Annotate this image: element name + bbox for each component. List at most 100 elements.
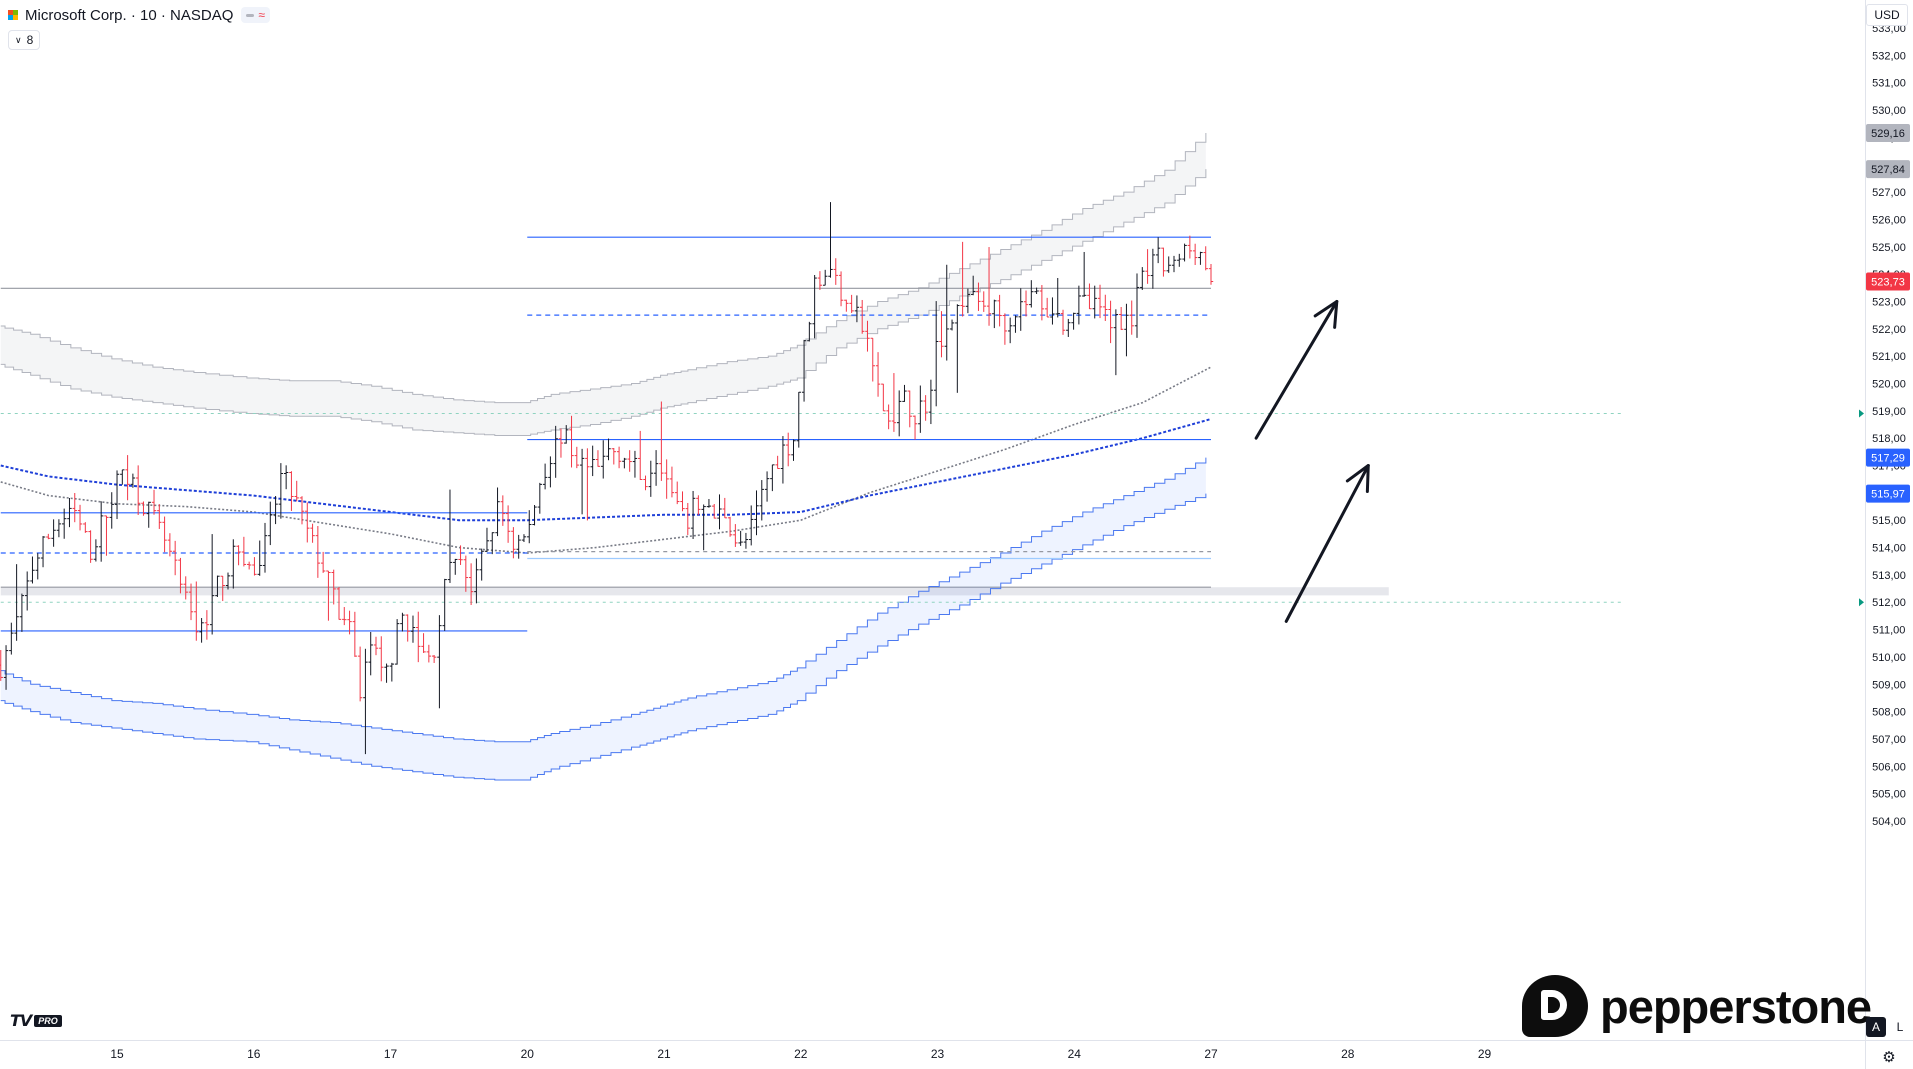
candle[interactable] <box>1161 247 1166 277</box>
candle[interactable] <box>622 457 627 469</box>
candle[interactable] <box>923 395 928 421</box>
candle[interactable] <box>886 404 891 430</box>
candle[interactable] <box>590 445 595 477</box>
candle[interactable] <box>786 432 791 467</box>
candle[interactable] <box>490 532 495 555</box>
candle[interactable] <box>283 465 289 490</box>
candle[interactable] <box>981 291 986 312</box>
candle[interactable] <box>722 497 727 519</box>
candle[interactable] <box>77 504 83 531</box>
log-scale-button[interactable]: L <box>1896 1020 1904 1034</box>
candle[interactable] <box>1182 243 1187 262</box>
candle[interactable] <box>579 448 585 515</box>
candle[interactable] <box>516 534 521 559</box>
arrow-up-icon[interactable] <box>1284 464 1370 623</box>
candle[interactable] <box>83 522 88 533</box>
candle[interactable] <box>1103 294 1108 322</box>
candle[interactable] <box>828 202 833 278</box>
candle[interactable] <box>997 294 1002 327</box>
candle[interactable] <box>336 586 342 620</box>
candle[interactable] <box>357 646 363 702</box>
candle[interactable] <box>542 463 548 490</box>
candle[interactable] <box>849 294 854 313</box>
candle[interactable] <box>225 572 231 590</box>
candle[interactable] <box>474 558 479 604</box>
candle[interactable] <box>162 516 167 553</box>
candle[interactable] <box>347 610 352 635</box>
candle[interactable] <box>151 489 157 515</box>
candle[interactable] <box>733 524 738 547</box>
candle[interactable] <box>1140 267 1145 290</box>
candle[interactable] <box>823 269 828 286</box>
candle[interactable] <box>838 271 844 307</box>
candle[interactable] <box>912 415 918 440</box>
candle[interactable] <box>437 615 442 709</box>
candle[interactable] <box>342 607 347 626</box>
candle[interactable] <box>262 522 268 573</box>
candle[interactable] <box>537 482 543 514</box>
candle[interactable] <box>56 519 62 538</box>
candle[interactable] <box>770 464 775 492</box>
candle[interactable] <box>1076 285 1082 325</box>
candle[interactable] <box>125 455 130 501</box>
candle[interactable] <box>326 570 331 621</box>
auto-scale-button[interactable]: A <box>1866 1017 1886 1037</box>
candle[interactable] <box>759 480 764 521</box>
candle[interactable] <box>680 491 685 512</box>
candle[interactable] <box>632 450 638 478</box>
candle[interactable] <box>46 533 51 540</box>
candle[interactable] <box>252 557 257 576</box>
candle[interactable] <box>141 501 146 516</box>
candle[interactable] <box>754 490 759 536</box>
candle[interactable] <box>19 593 25 632</box>
candle[interactable] <box>120 469 125 485</box>
candle[interactable] <box>780 436 786 484</box>
candle[interactable] <box>1166 256 1171 273</box>
candle[interactable] <box>532 505 537 526</box>
candle[interactable] <box>569 415 574 468</box>
candle[interactable] <box>1013 315 1018 333</box>
candle[interactable] <box>463 555 469 592</box>
candle[interactable] <box>40 536 46 568</box>
candle[interactable] <box>812 275 817 339</box>
candle[interactable] <box>215 575 220 597</box>
candle[interactable] <box>865 320 870 352</box>
candle[interactable] <box>1055 278 1060 318</box>
candle[interactable] <box>468 563 474 605</box>
candle[interactable] <box>1134 273 1140 338</box>
candle[interactable] <box>1129 300 1134 335</box>
candle[interactable] <box>178 557 183 594</box>
candle[interactable] <box>601 440 606 479</box>
candle[interactable] <box>833 258 838 285</box>
candle[interactable] <box>1198 251 1203 265</box>
candle[interactable] <box>1039 285 1045 321</box>
candle[interactable] <box>72 492 77 523</box>
candle[interactable] <box>616 446 622 469</box>
status-badge[interactable]: ≈ <box>241 7 270 23</box>
candle[interactable] <box>93 539 99 562</box>
candle[interactable] <box>1187 235 1193 259</box>
candle[interactable] <box>447 489 453 583</box>
candle[interactable] <box>738 530 743 546</box>
candle[interactable] <box>669 466 675 498</box>
candle[interactable] <box>685 502 690 536</box>
candle[interactable] <box>791 439 796 461</box>
candle[interactable] <box>574 446 580 469</box>
time-axis[interactable]: 15 16 17 20 21 22 23 24 27 28 29 <box>110 1047 1491 1061</box>
candle[interactable] <box>505 505 511 543</box>
candle[interactable] <box>648 460 654 497</box>
candle[interactable] <box>98 501 104 562</box>
candle[interactable] <box>194 581 199 641</box>
candle[interactable] <box>299 496 305 525</box>
candle[interactable] <box>294 480 299 502</box>
candle[interactable] <box>135 465 141 515</box>
candle[interactable] <box>88 530 93 563</box>
candle[interactable] <box>521 534 527 543</box>
candle[interactable] <box>1050 297 1055 325</box>
candle[interactable] <box>527 510 532 544</box>
candle[interactable] <box>331 569 336 605</box>
candle[interactable] <box>268 501 273 546</box>
candle[interactable] <box>659 401 664 481</box>
candle[interactable] <box>1113 309 1119 376</box>
candle[interactable] <box>511 527 516 559</box>
